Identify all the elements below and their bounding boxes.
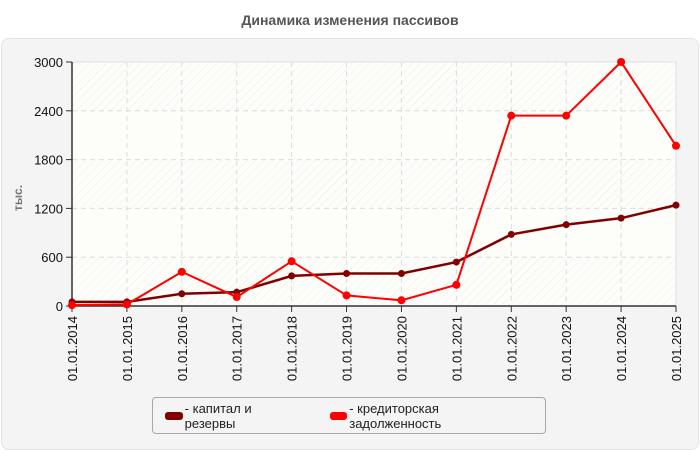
data-point-1[interactable]	[672, 141, 680, 150]
data-point-1[interactable]	[122, 300, 131, 309]
x-tick-label: 01.01.2014	[65, 316, 80, 381]
x-tick-label: 01.01.2016	[175, 316, 190, 381]
data-point-1[interactable]	[397, 296, 406, 305]
data-point-0[interactable]	[672, 201, 680, 209]
y-tick-label: 2400	[34, 104, 63, 119]
x-tick-label: 01.01.2023	[559, 316, 574, 381]
legend-swatch-payables	[329, 411, 348, 420]
x-tick-label: 01.01.2024	[614, 316, 629, 381]
y-tick-label: 1200	[34, 201, 63, 216]
legend-item-capital[interactable]: - капитал и резервы	[165, 401, 304, 431]
x-tick-label: 01.01.2020	[394, 316, 409, 381]
data-point-1[interactable]	[232, 293, 241, 302]
data-point-1[interactable]	[617, 58, 626, 66]
data-point-1[interactable]	[68, 301, 76, 310]
y-axis-label: тыс.	[11, 185, 25, 211]
y-tick-label: 600	[41, 250, 63, 265]
legend-item-payables[interactable]: - кредиторская задолженность	[329, 400, 531, 431]
data-point-0[interactable]	[452, 258, 460, 266]
x-tick-label: 01.01.2022	[504, 316, 519, 381]
data-point-1[interactable]	[287, 257, 296, 266]
data-point-0[interactable]	[507, 230, 515, 238]
data-point-0[interactable]	[397, 269, 405, 277]
data-point-1[interactable]	[452, 280, 461, 289]
y-tick-label: 0	[56, 299, 63, 314]
data-point-0[interactable]	[617, 214, 625, 222]
series-line-0	[72, 203, 677, 304]
legend: - капитал и резервы - кредиторская задол…	[152, 397, 546, 434]
y-tick-label: 1800	[34, 153, 63, 168]
legend-label-payables: - кредиторская задолженность	[349, 400, 442, 431]
data-point-1[interactable]	[507, 111, 516, 120]
data-point-1[interactable]	[342, 291, 351, 300]
data-point-1[interactable]	[177, 267, 186, 276]
plot-area: 0 600 1200 1800 2400 3000 тыс. 01.01.2014 01.01.…	[11, 55, 684, 381]
data-point-1[interactable]	[562, 111, 571, 120]
legend-swatch-capital	[165, 411, 183, 420]
x-tick-label: 01.01.2017	[230, 316, 245, 381]
y-tick-label: 3000	[34, 55, 63, 70]
data-point-0[interactable]	[178, 290, 186, 298]
plot-background	[72, 62, 676, 306]
x-tick-label: 01.01.2018	[285, 316, 300, 381]
data-point-0[interactable]	[288, 272, 296, 280]
x-tick-label: 01.01.2015	[120, 316, 135, 381]
series-line-1	[71, 60, 677, 307]
chart-title: Динамика изменения пассивов	[241, 12, 459, 28]
legend-label-capital: - капитал и резервы	[184, 400, 252, 431]
x-tick-label: 01.01.2019	[340, 316, 355, 381]
x-tick-label: 01.01.2025	[669, 316, 684, 381]
data-point-0[interactable]	[562, 221, 570, 229]
x-tick-label: 01.01.2021	[449, 316, 464, 381]
data-point-0[interactable]	[343, 269, 351, 277]
